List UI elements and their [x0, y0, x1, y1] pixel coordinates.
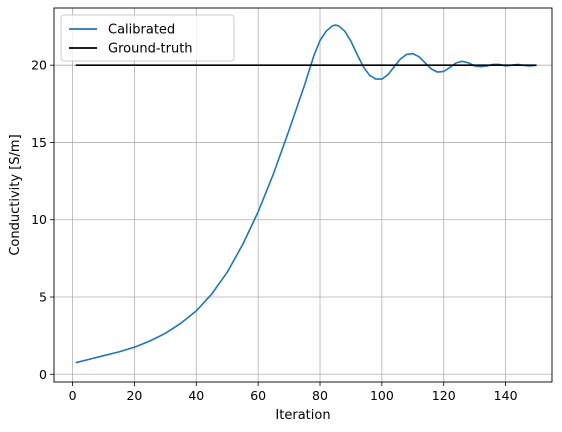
legend-label: Ground-truth	[108, 42, 193, 57]
x-tick-label: 80	[312, 388, 328, 403]
ticks: 0 20 40 60 80 100 120 140 0 5 10 15 20	[31, 58, 517, 403]
y-axis-label: Conductivity [S/m]	[8, 134, 23, 255]
y-tick-label: 15	[31, 135, 47, 150]
grid	[54, 8, 552, 382]
y-tick-label: 20	[31, 58, 47, 73]
y-tick-label: 10	[31, 212, 47, 227]
x-tick-label: 140	[494, 388, 518, 403]
x-tick-label: 60	[250, 388, 266, 403]
plot-frame	[53, 7, 553, 383]
x-axis-label: Iteration	[275, 408, 330, 423]
x-tick-label: 40	[188, 388, 204, 403]
x-tick-label: 0	[69, 388, 77, 403]
x-tick-label: 120	[432, 388, 456, 403]
x-tick-label: 20	[126, 388, 142, 403]
legend-box	[60, 14, 235, 62]
x-tick-label: 100	[370, 388, 394, 403]
y-tick-label: 0	[39, 367, 47, 382]
series-line-calibrated	[75, 24, 537, 364]
y-tick-label: 5	[39, 290, 47, 305]
series-layer	[75, 24, 537, 364]
legend: Calibrated Ground-truth	[60, 14, 235, 62]
legend-label: Calibrated	[108, 23, 175, 38]
